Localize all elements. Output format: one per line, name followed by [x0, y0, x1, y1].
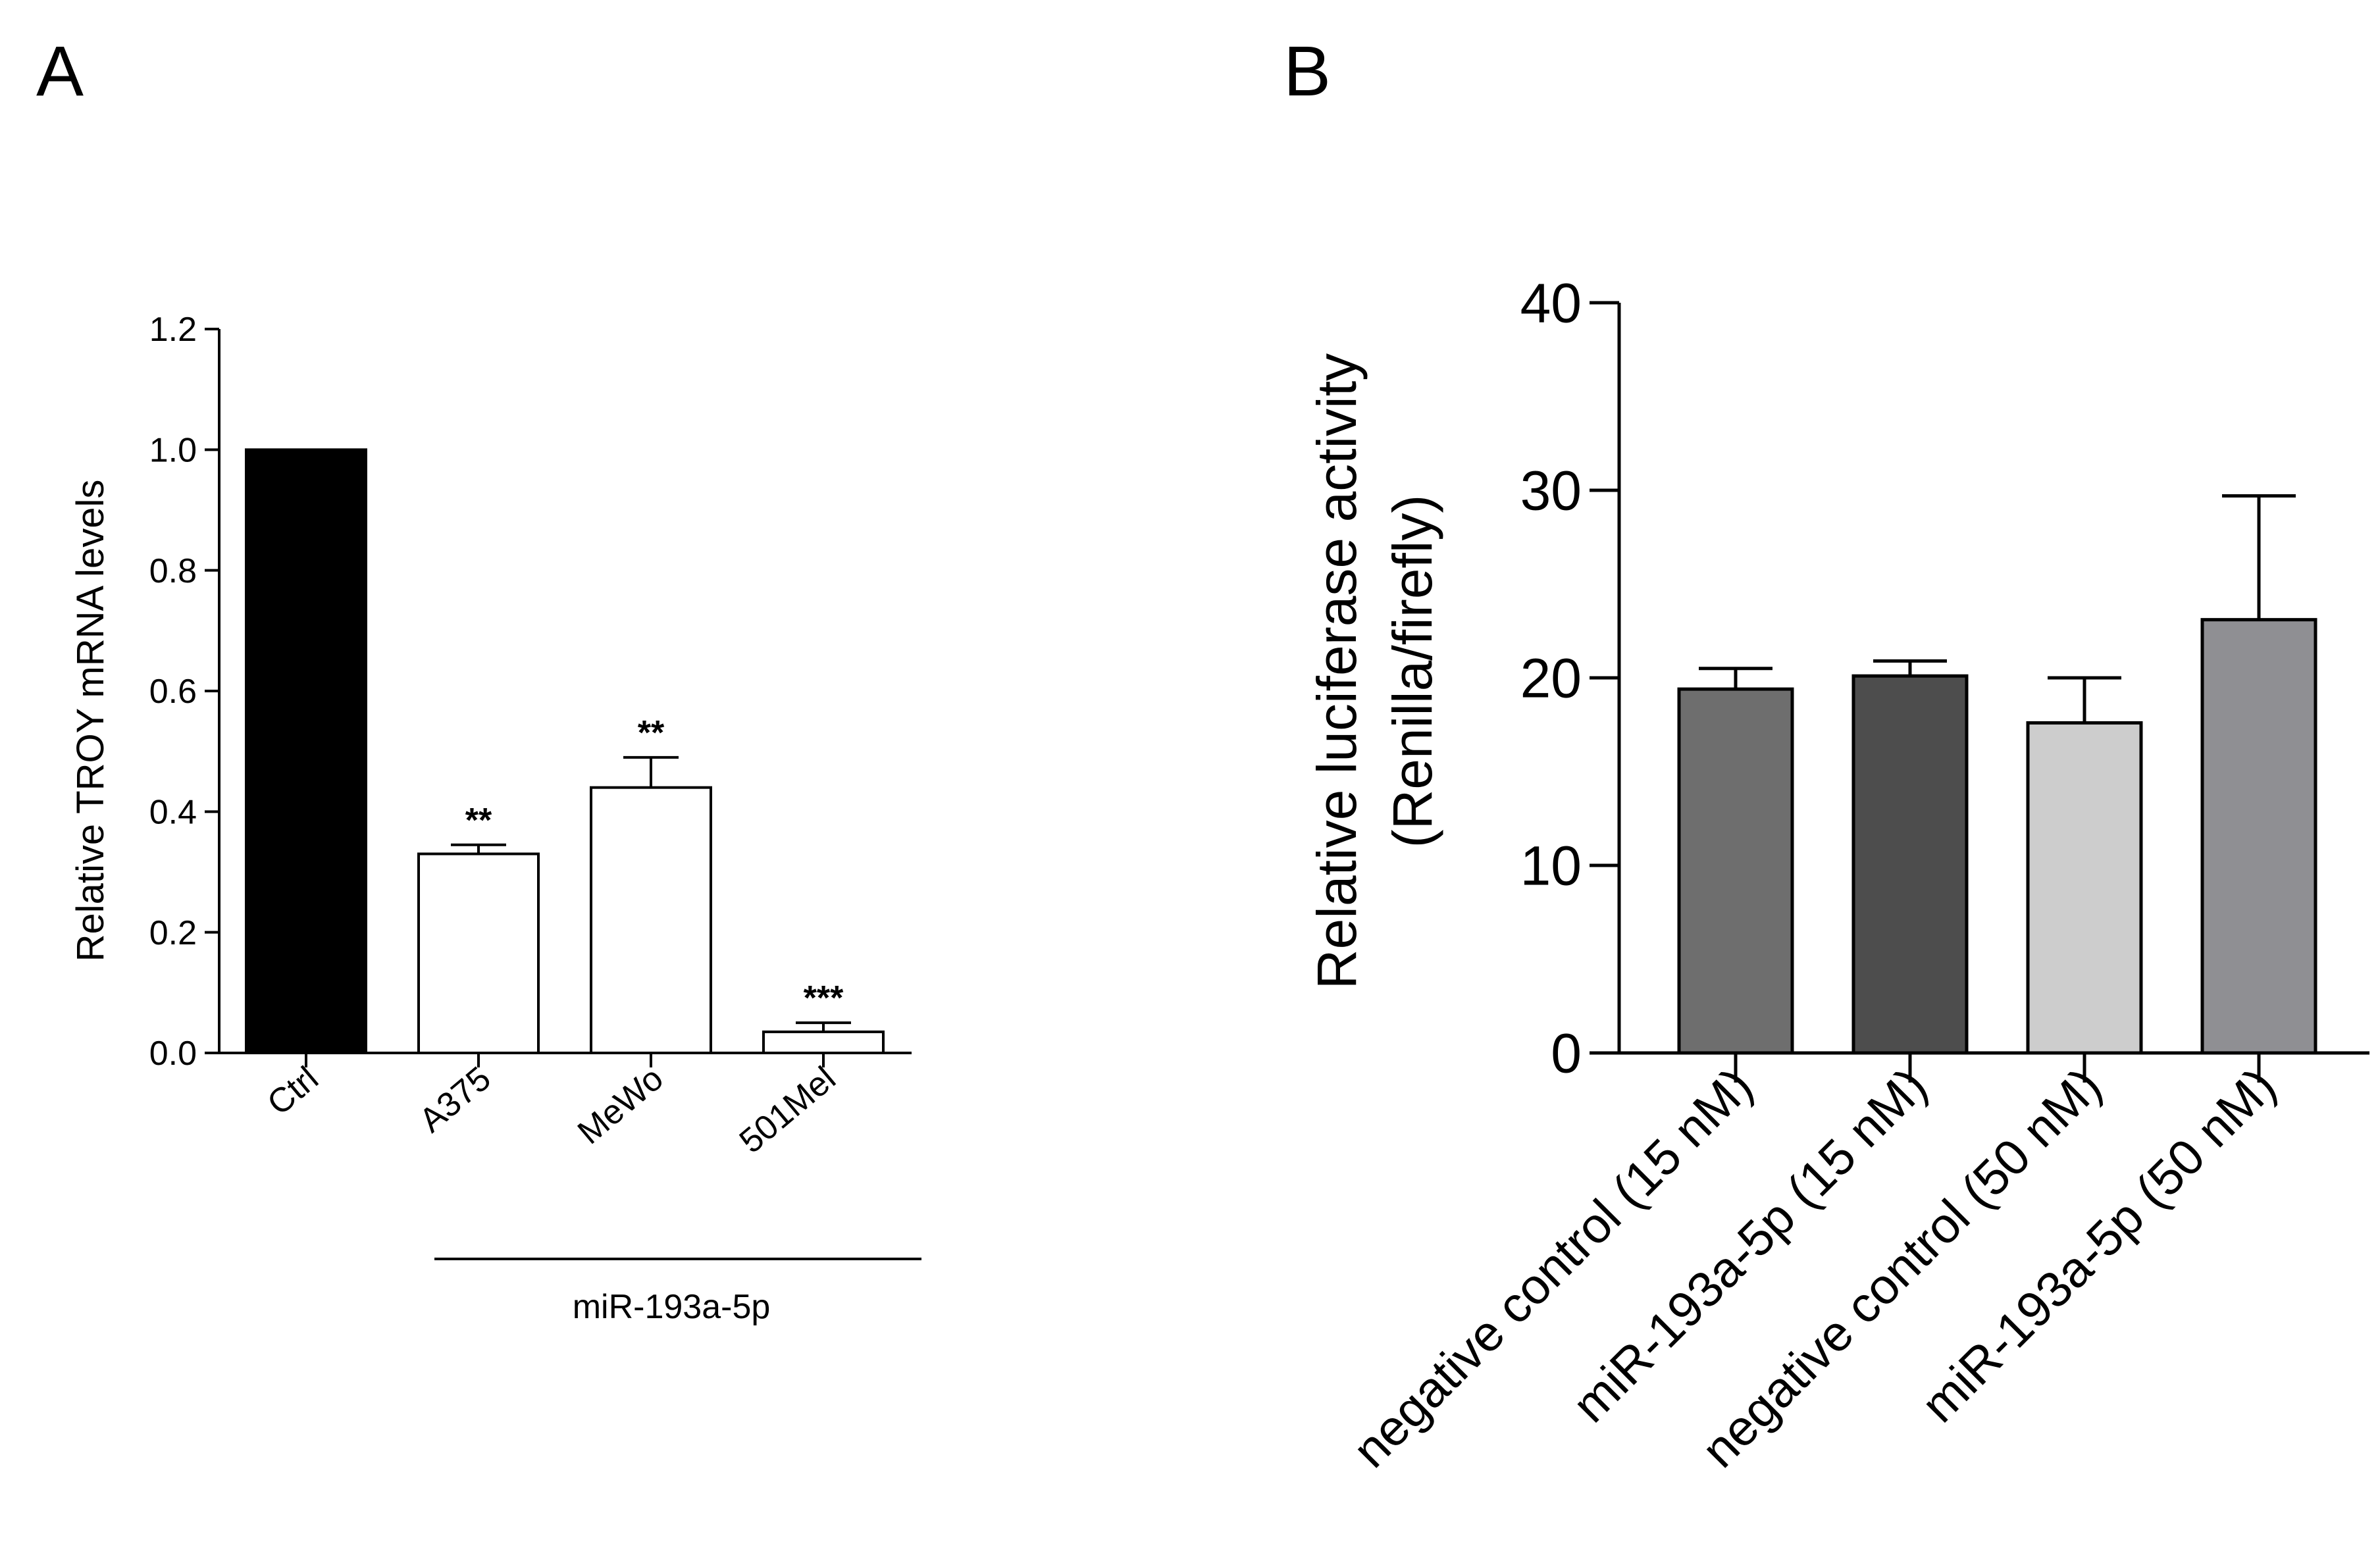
chartA-y-tick-label: 0.6 [149, 673, 197, 711]
chartA-x-tick-label: 501Mel [733, 1060, 843, 1161]
chartB-y-tick-label: 20 [1520, 647, 1582, 709]
chart-b-ylabel: Relative luciferase activity [1306, 353, 1368, 989]
chartA-y-tick-label: 0.8 [149, 552, 197, 590]
chartA-significance: *** [804, 979, 844, 1017]
chartA-bar [590, 786, 712, 1054]
chartA-bar [762, 1030, 885, 1054]
chartB-bar [2200, 618, 2317, 1055]
chartB-x-tick-label: miR-193a-5p (50 nM) [1911, 1058, 2287, 1433]
chartA-y-tick-label: 0.4 [149, 794, 197, 832]
chartA-y-tick-label: 0.0 [149, 1035, 197, 1073]
chartA-bar [417, 852, 540, 1054]
chartA-y-tick-label: 0.2 [149, 914, 197, 952]
chart-a: Relative TROY mRNA levels 0.00.20.40.60.… [69, 311, 921, 1326]
chart-a-x-axis: Ctrl A375 MeWo 501Mel [219, 1052, 912, 1161]
chartA-x-tick-label: A375 [412, 1060, 498, 1140]
chartA-x-tick-label: Ctrl [260, 1060, 325, 1123]
chartA-significance: ** [638, 714, 665, 752]
chartB-bar [2026, 721, 2143, 1055]
chart-b-y-axis: 0 10 20 30 40 [1520, 272, 1621, 1084]
chart-b-ylabel2: (Renilla/firefly) [1382, 495, 1443, 848]
chart-a-ylabel: Relative TROY mRNA levels [69, 480, 112, 962]
chartA-y-tick-label: 1.0 [149, 432, 197, 470]
panel-b-letter: B [1283, 31, 1331, 111]
chartB-bar [1677, 687, 1794, 1055]
chartB-y-tick-label: 10 [1520, 834, 1582, 896]
chart-b-bars [1677, 494, 2317, 1055]
chart-a-bars: ******* [245, 448, 885, 1054]
chartB-x-tick-label: miR-193a-5p (15 nM) [1562, 1058, 1938, 1433]
chartB-y-tick-label: 0 [1551, 1022, 1582, 1084]
chart-a-group-label: miR-193a-5p [573, 1288, 771, 1326]
chartB-y-tick-label: 30 [1520, 459, 1582, 521]
chart-b: Relative luciferase activity (Renilla/fi… [1306, 272, 2369, 1479]
chartA-y-tick-label: 1.2 [149, 311, 197, 349]
chartA-significance: ** [465, 802, 492, 840]
chart-a-y-axis: 0.0 0.2 0.4 0.6 0.8 1.0 1.2 [149, 311, 220, 1073]
chart-b-x-axis: negative control (15 nM)miR-193a-5p (15 … [1342, 1051, 2369, 1479]
chartB-y-tick-label: 40 [1520, 272, 1582, 334]
chartA-bar [245, 448, 367, 1054]
chartB-bar [1851, 674, 1969, 1055]
chartA-x-tick-label: MeWo [571, 1060, 671, 1152]
panel-a-letter: A [36, 31, 84, 111]
